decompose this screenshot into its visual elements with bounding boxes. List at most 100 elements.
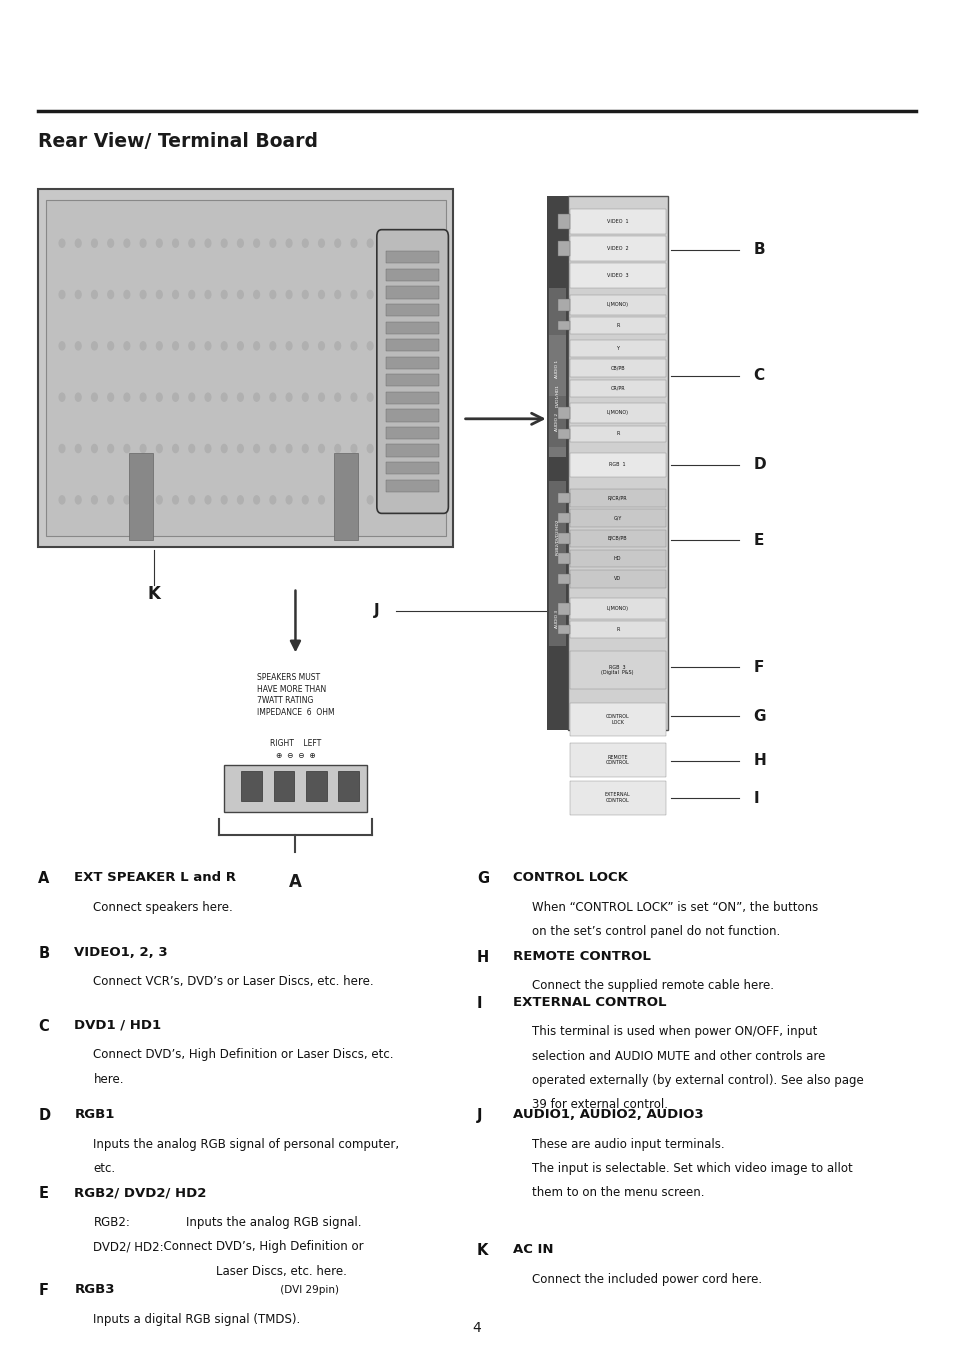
Text: EXTERNAL
CONTROL: EXTERNAL CONTROL bbox=[604, 793, 630, 802]
Circle shape bbox=[318, 496, 324, 504]
FancyBboxPatch shape bbox=[558, 603, 569, 615]
FancyBboxPatch shape bbox=[38, 189, 453, 547]
FancyBboxPatch shape bbox=[569, 209, 665, 234]
Text: VIDEO1, 2, 3: VIDEO1, 2, 3 bbox=[74, 946, 168, 959]
Text: H: H bbox=[753, 753, 765, 769]
Text: H: H bbox=[476, 950, 489, 965]
Circle shape bbox=[205, 239, 211, 247]
Circle shape bbox=[140, 496, 146, 504]
Circle shape bbox=[351, 239, 356, 247]
Circle shape bbox=[270, 496, 275, 504]
Circle shape bbox=[124, 496, 130, 504]
FancyBboxPatch shape bbox=[129, 453, 152, 540]
Circle shape bbox=[221, 496, 227, 504]
FancyBboxPatch shape bbox=[569, 550, 665, 567]
Circle shape bbox=[59, 290, 65, 299]
Circle shape bbox=[124, 342, 130, 350]
Circle shape bbox=[302, 342, 308, 350]
FancyBboxPatch shape bbox=[386, 480, 438, 492]
Circle shape bbox=[124, 444, 130, 453]
Circle shape bbox=[237, 496, 243, 504]
Circle shape bbox=[75, 342, 81, 350]
Circle shape bbox=[172, 342, 178, 350]
Circle shape bbox=[156, 290, 162, 299]
Circle shape bbox=[108, 393, 113, 401]
Text: VIDEO  3: VIDEO 3 bbox=[606, 273, 628, 278]
Text: R: R bbox=[616, 627, 618, 632]
Circle shape bbox=[253, 496, 259, 504]
Text: E: E bbox=[753, 532, 763, 549]
Circle shape bbox=[205, 342, 211, 350]
Circle shape bbox=[156, 393, 162, 401]
Text: RGB  3
(Digital  P&S): RGB 3 (Digital P&S) bbox=[600, 665, 634, 676]
Text: EXT SPEAKER L and R: EXT SPEAKER L and R bbox=[74, 871, 236, 885]
Circle shape bbox=[140, 393, 146, 401]
Circle shape bbox=[286, 290, 292, 299]
FancyBboxPatch shape bbox=[558, 554, 569, 563]
Circle shape bbox=[302, 290, 308, 299]
FancyBboxPatch shape bbox=[558, 534, 569, 543]
Text: RGB3: RGB3 bbox=[74, 1283, 114, 1297]
Circle shape bbox=[124, 239, 130, 247]
Circle shape bbox=[237, 444, 243, 453]
FancyBboxPatch shape bbox=[569, 651, 665, 689]
Circle shape bbox=[335, 444, 340, 453]
Text: R: R bbox=[616, 431, 618, 436]
Text: DVD1/HD1: DVD1/HD1 bbox=[555, 385, 558, 407]
Text: K: K bbox=[148, 585, 161, 604]
FancyBboxPatch shape bbox=[386, 357, 438, 369]
FancyBboxPatch shape bbox=[558, 493, 569, 503]
Circle shape bbox=[205, 393, 211, 401]
Circle shape bbox=[124, 290, 130, 299]
FancyBboxPatch shape bbox=[558, 242, 569, 255]
Text: D: D bbox=[38, 1108, 51, 1123]
FancyBboxPatch shape bbox=[386, 409, 438, 422]
Circle shape bbox=[351, 496, 356, 504]
Text: Inputs a digital RGB signal (TMDS).: Inputs a digital RGB signal (TMDS). bbox=[93, 1313, 300, 1327]
Circle shape bbox=[221, 290, 227, 299]
FancyBboxPatch shape bbox=[558, 428, 569, 439]
Circle shape bbox=[302, 393, 308, 401]
Circle shape bbox=[75, 444, 81, 453]
Text: operated externally (by external control). See also page: operated externally (by external control… bbox=[532, 1074, 863, 1088]
Text: DVD2/ HD2:: DVD2/ HD2: bbox=[93, 1240, 164, 1254]
Circle shape bbox=[286, 444, 292, 453]
Text: DVD1 / HD1: DVD1 / HD1 bbox=[74, 1019, 161, 1032]
Circle shape bbox=[189, 342, 194, 350]
Circle shape bbox=[172, 393, 178, 401]
Text: The input is selectable. Set which video image to allot: The input is selectable. Set which video… bbox=[532, 1162, 852, 1175]
Circle shape bbox=[108, 342, 113, 350]
Circle shape bbox=[59, 342, 65, 350]
Text: B: B bbox=[38, 946, 50, 961]
FancyBboxPatch shape bbox=[569, 570, 665, 588]
FancyBboxPatch shape bbox=[548, 335, 565, 457]
Text: VIDEO  1: VIDEO 1 bbox=[606, 219, 628, 224]
Circle shape bbox=[253, 290, 259, 299]
Circle shape bbox=[172, 444, 178, 453]
FancyBboxPatch shape bbox=[567, 196, 667, 730]
Circle shape bbox=[108, 444, 113, 453]
Text: Y: Y bbox=[616, 346, 618, 351]
FancyBboxPatch shape bbox=[558, 320, 569, 331]
Text: D: D bbox=[753, 457, 765, 473]
FancyBboxPatch shape bbox=[569, 317, 665, 334]
Circle shape bbox=[367, 342, 373, 350]
Circle shape bbox=[237, 342, 243, 350]
Text: AUDIO 3: AUDIO 3 bbox=[555, 609, 558, 628]
Circle shape bbox=[91, 393, 97, 401]
Circle shape bbox=[140, 444, 146, 453]
Circle shape bbox=[75, 239, 81, 247]
FancyBboxPatch shape bbox=[224, 765, 367, 812]
Circle shape bbox=[189, 290, 194, 299]
Circle shape bbox=[253, 393, 259, 401]
Circle shape bbox=[367, 444, 373, 453]
Circle shape bbox=[221, 393, 227, 401]
Circle shape bbox=[205, 290, 211, 299]
Text: RGB1: RGB1 bbox=[74, 1108, 114, 1121]
Text: REMOTE CONTROL: REMOTE CONTROL bbox=[513, 950, 651, 963]
FancyBboxPatch shape bbox=[546, 196, 567, 730]
Circle shape bbox=[351, 444, 356, 453]
FancyBboxPatch shape bbox=[548, 592, 565, 646]
FancyBboxPatch shape bbox=[569, 403, 665, 423]
Circle shape bbox=[318, 290, 324, 299]
